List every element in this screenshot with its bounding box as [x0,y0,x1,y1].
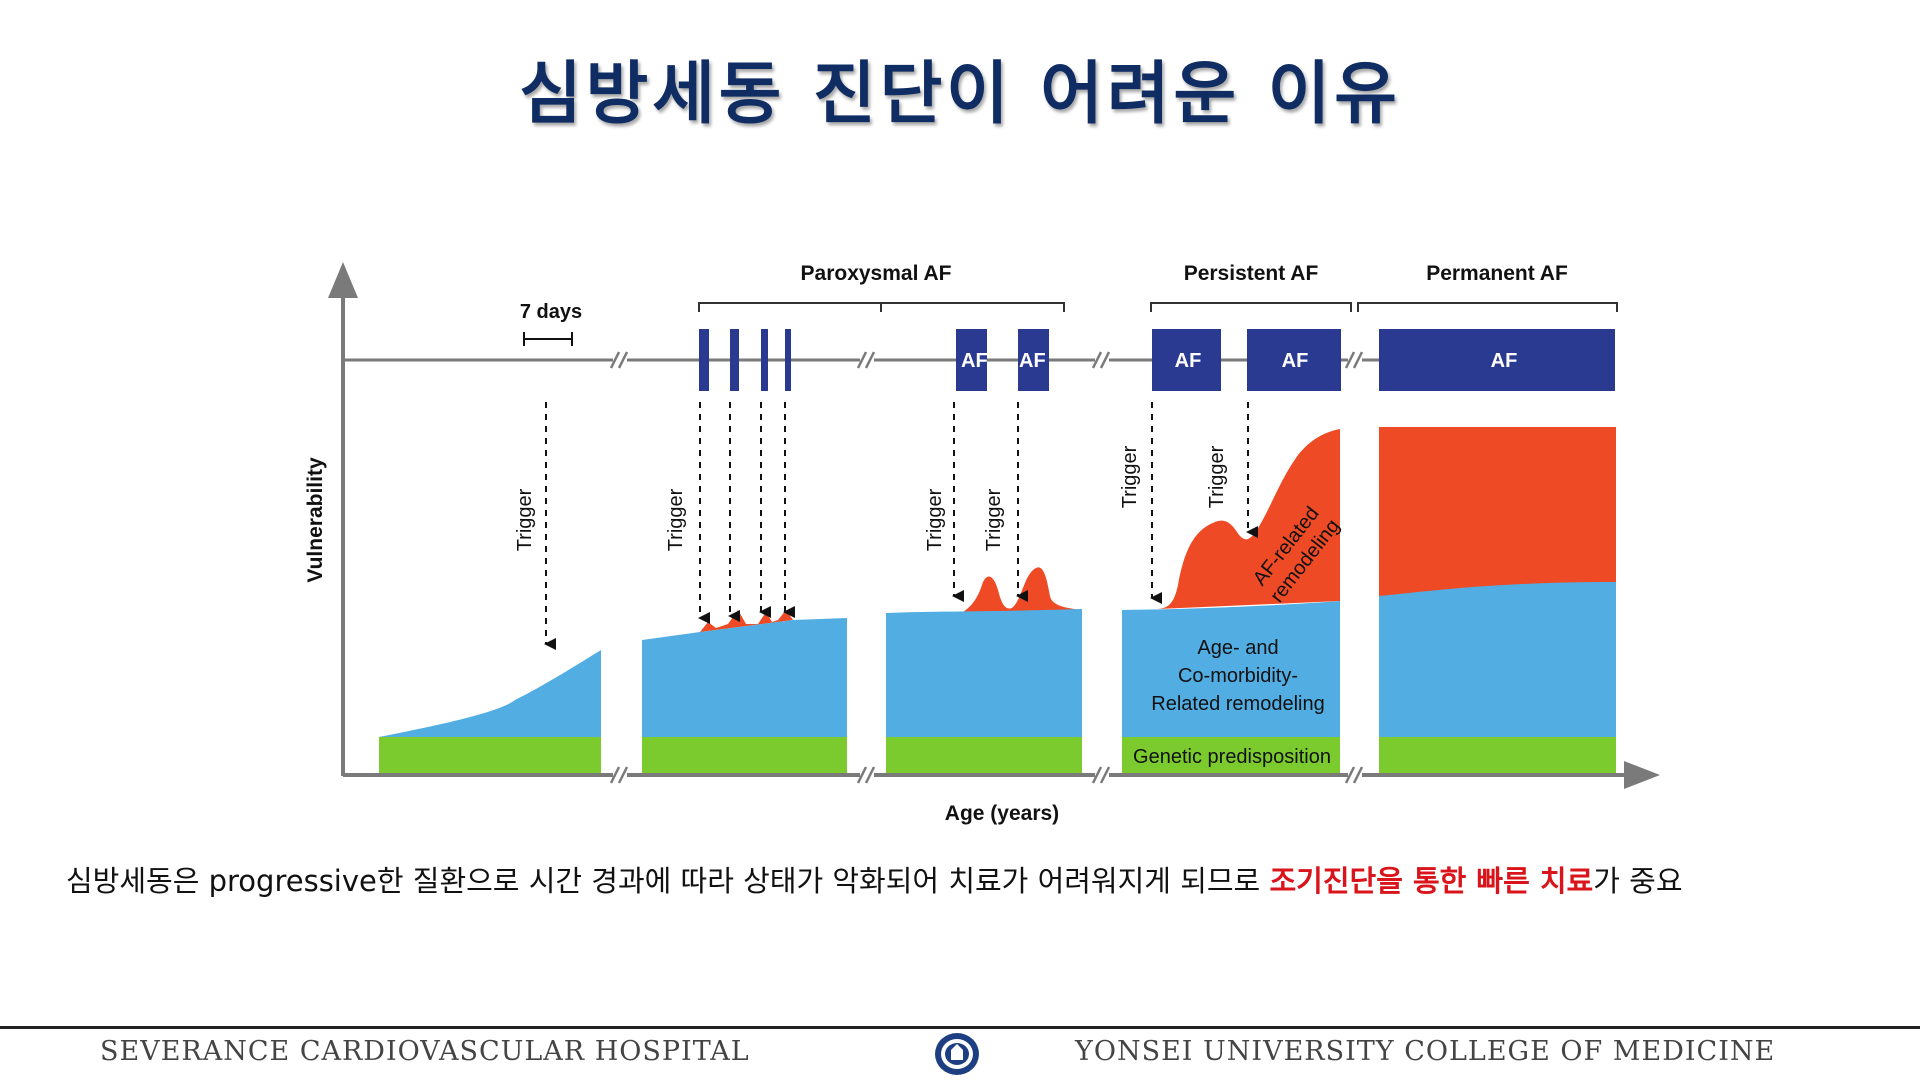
caption-prefix: 심방세동은 progressive한 질환으로 시간 경과에 따라 상태가 악화… [66,864,1270,898]
af-episode-bar [699,329,709,391]
blue-layer [886,609,1082,737]
trigger-label: Trigger [1119,445,1141,508]
seven-days-label: 7 days [520,301,582,323]
red-layer [963,567,1082,612]
comorbidity-line-1: Age- and [1197,637,1278,659]
trigger-labels: Trigger Trigger Trigger Trigger Trigger … [514,445,1228,551]
y-axis [328,262,358,776]
trigger-label: Trigger [983,488,1005,551]
segment-2 [642,610,847,774]
genetic-predisposition-label: Genetic predisposition [1133,746,1331,768]
af-box [1247,329,1341,391]
af-box [1152,329,1221,391]
af-timeline [343,351,1380,369]
blue-layer [1122,601,1340,737]
trigger-label: Trigger [1206,445,1228,508]
caption-highlight: 조기진단을 통한 빠른 치료 [1269,864,1594,898]
af-box-label: AF [1019,350,1046,372]
x-axis [343,761,1660,789]
blue-layer [379,650,601,737]
caption-suffix: 가 중요 [1593,864,1683,898]
phase-label-paroxysmal: Paroxysmal AF [801,262,952,285]
green-layer [642,737,847,774]
red-layer [1379,427,1616,596]
green-layer [886,737,1082,774]
af-episode-markers [699,329,1615,391]
segment-4 [1122,429,1340,774]
footer-hospital-name: SEVERANCE CARDIOVASCULAR HOSPITAL [100,1036,750,1067]
page-title: 심방세동 진단이 어려운 이유 [519,55,1401,134]
af-box-label: AF [1491,350,1518,372]
blue-layer [642,618,847,737]
phase-brackets [698,302,1618,312]
green-layer [1379,737,1616,774]
af-box [956,329,987,391]
trigger-label: Trigger [924,488,946,551]
trigger-arrows [544,402,1258,650]
segment-5 [1379,427,1616,774]
phase-label-permanent: Permanent AF [1426,262,1568,285]
footer-divider [0,1026,1920,1029]
green-layer [1122,737,1340,774]
af-box [1379,329,1615,391]
comorbidity-line-2: Co-morbidity- [1178,665,1298,687]
af-episode-bar [785,329,791,391]
green-layer [379,737,601,774]
red-layer [700,610,793,632]
af-box [1018,329,1049,391]
footer-college-name: YONSEI UNIVERSITY COLLEGE OF MEDICINE [1075,1036,1776,1067]
university-seal-icon [935,1033,979,1075]
af-box-label: AF [1175,350,1202,372]
phase-label-persistent: Persistent AF [1184,262,1319,285]
trigger-label: Trigger [514,488,536,551]
comorbidity-line-3: Related remodeling [1151,693,1324,715]
af-episode-bar [730,329,739,391]
af-episode-bar [761,329,768,391]
caption: 심방세동은 progressive한 질환으로 시간 경과에 따라 상태가 악화… [66,858,1866,900]
trigger-label: Trigger [665,488,687,551]
seven-days-scale [523,332,573,346]
blue-layer [1379,582,1616,737]
red-layer [1158,429,1340,609]
af-box-label: AF [1282,350,1309,372]
segment-1 [379,650,601,774]
y-axis-label: Vulnerability [304,457,327,583]
x-axis-label: Age (years) [945,802,1059,825]
af-box-labels: AF AF AF AF AF [961,350,1517,372]
segment-3 [886,567,1082,774]
af-box-label: AF [961,350,988,372]
comorbidity-remodeling-label: Age- and Co-morbidity- Related remodelin… [1151,637,1324,715]
